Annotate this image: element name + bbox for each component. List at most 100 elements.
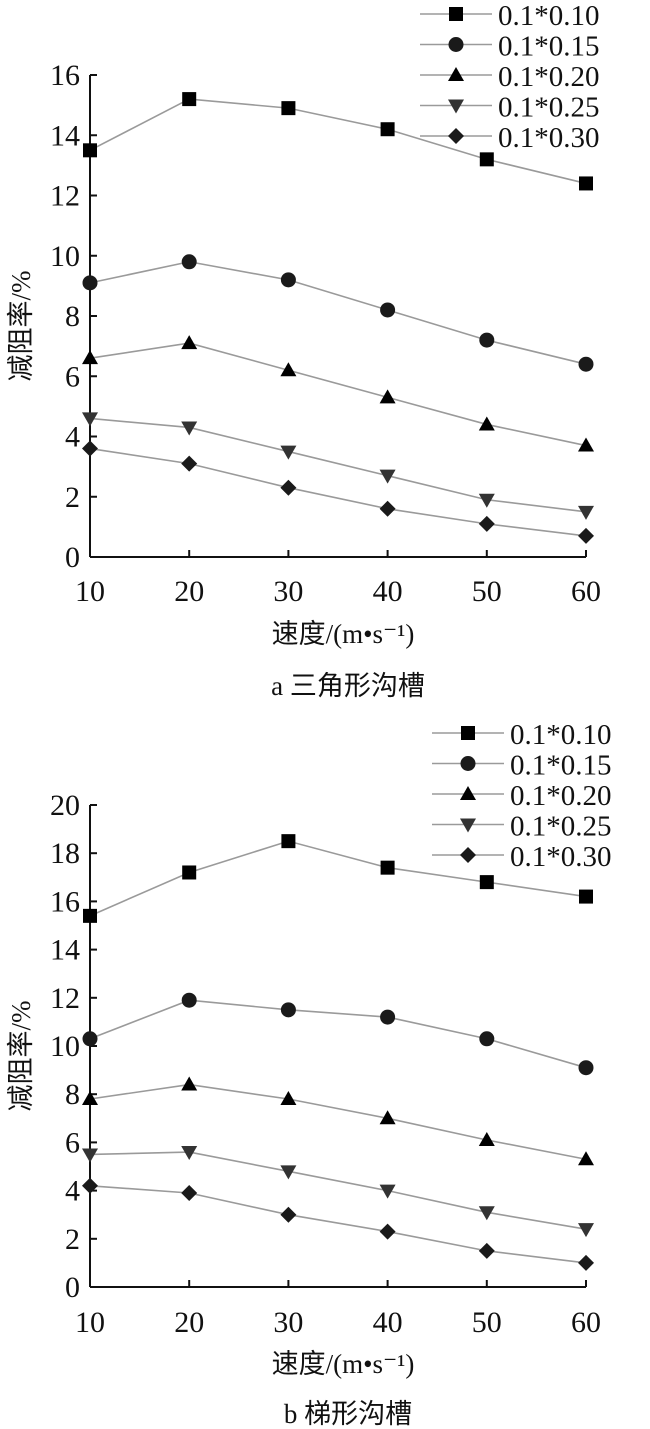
x-tick-label: 60	[571, 1306, 601, 1339]
series-0.1*0.15	[82, 992, 594, 1076]
y-axis-label: 减阻率/%	[6, 271, 36, 382]
y-tick-label: 14	[50, 119, 80, 152]
series-line	[89, 840, 587, 917]
data-point-triangle-down	[478, 1206, 495, 1221]
x-axis-label: 速度/(m•s⁻¹)	[272, 619, 415, 649]
data-point-triangle-up	[379, 1110, 396, 1125]
x-tick-label: 50	[472, 1306, 502, 1339]
x-tick-label: 30	[273, 575, 303, 608]
data-point-triangle-down	[379, 1184, 396, 1199]
chart-caption: a 三角形沟槽	[271, 671, 425, 701]
legend-item: 0.1*0.15	[432, 750, 612, 782]
y-tick-label: 2	[65, 1223, 80, 1256]
series-line	[89, 447, 587, 537]
chart-caption: b 梯形沟槽	[284, 1399, 412, 1429]
y-tick-label: 12	[50, 982, 80, 1015]
legend-label: 0.1*0.10	[498, 0, 600, 32]
data-point-triangle-up	[478, 1131, 495, 1146]
data-point-triangle-down	[181, 1146, 198, 1161]
data-point-circle	[181, 254, 197, 270]
x-tick-label: 50	[472, 575, 502, 608]
data-point-circle	[578, 356, 594, 372]
series-0.1*0.30	[82, 1177, 594, 1271]
legend-label: 0.1*0.30	[510, 841, 612, 873]
data-point-triangle-down	[280, 1165, 297, 1180]
data-point-square	[182, 92, 197, 107]
series-0.1*0.25	[82, 1146, 594, 1238]
data-point-diamond	[478, 1242, 495, 1259]
y-tick-label: 0	[65, 541, 80, 574]
data-point-circle	[181, 992, 197, 1008]
data-point-triangle-up	[280, 1091, 297, 1106]
data-point-square	[579, 889, 593, 904]
data-point-triangle-up	[578, 1151, 594, 1166]
x-tick-label: 10	[75, 1306, 105, 1339]
series-line	[89, 260, 587, 365]
chart-b: 0 2 4 6 8 10 12 14 16 18 20 10 20 30 40 50 60 速度/(m•s⁻¹) 减…	[6, 719, 612, 1429]
data-point-triangle-down	[181, 421, 198, 436]
legend-marker-triangle-up	[448, 67, 464, 81]
y-tick-label: 8	[65, 1078, 80, 1111]
x-tick-label: 20	[174, 1306, 204, 1339]
data-point-diamond	[578, 527, 594, 544]
x-tick-label: 40	[373, 575, 403, 608]
series-line	[89, 342, 587, 447]
data-point-circle	[280, 1002, 296, 1018]
data-point-diamond	[578, 1254, 594, 1271]
data-point-circle	[479, 332, 495, 348]
legend-marker-diamond	[460, 847, 476, 863]
series-line	[89, 1083, 587, 1161]
series-line	[89, 1184, 587, 1264]
data-point-circle	[578, 1060, 594, 1076]
legend-label: 0.1*0.10	[510, 719, 612, 751]
data-point-square	[479, 875, 494, 890]
data-point-triangle-down	[478, 493, 495, 508]
legend-marker-diamond	[448, 128, 464, 144]
legend-item: 0.1*0.20	[432, 780, 612, 812]
data-point-triangle-down	[379, 469, 396, 484]
legend-label: 0.1*0.25	[498, 92, 600, 124]
y-tick-label: 12	[50, 180, 80, 213]
x-tick-label: 60	[571, 575, 601, 608]
series-0.1*0.20	[82, 335, 594, 452]
data-point-square	[380, 122, 395, 137]
data-point-square	[83, 908, 97, 923]
legend-item: 0.1*0.15	[420, 31, 600, 63]
data-point-diamond	[82, 1177, 98, 1194]
series-0.1*0.10	[83, 834, 593, 923]
data-point-square	[281, 101, 296, 116]
series-0.1*0.15	[82, 254, 594, 372]
data-point-diamond	[280, 1206, 297, 1223]
y-axis-label: 减阻率/%	[6, 1001, 36, 1112]
y-tick-label: 6	[65, 1126, 80, 1159]
series-0.1*0.30	[82, 440, 594, 544]
data-point-square	[281, 834, 296, 849]
data-point-diamond	[379, 1223, 396, 1240]
legend-label: 0.1*0.20	[510, 780, 612, 812]
y-tick-label: 20	[50, 789, 80, 822]
x-tick-label: 10	[75, 575, 105, 608]
legend-item: 0.1*0.20	[420, 61, 600, 93]
y-tick-label: 0	[65, 1271, 80, 1304]
data-point-diamond	[280, 479, 297, 496]
data-point-circle	[479, 1031, 495, 1047]
legend-label: 0.1*0.15	[498, 31, 600, 63]
data-point-triangle-down	[280, 445, 297, 460]
series-0.1*0.25	[82, 412, 594, 520]
y-tick-label: 14	[50, 934, 80, 967]
data-point-triangle-down	[578, 505, 594, 520]
data-point-circle	[380, 1009, 396, 1025]
legend-label: 0.1*0.15	[510, 750, 612, 782]
data-point-triangle-down	[82, 1148, 98, 1163]
legend-label: 0.1*0.20	[498, 61, 600, 93]
data-point-square	[182, 865, 197, 880]
data-point-diamond	[181, 455, 198, 472]
legend-marker-square	[461, 726, 475, 740]
x-tick-label: 40	[373, 1306, 403, 1339]
legend-item: 0.1*0.10	[420, 0, 600, 32]
data-point-square	[380, 860, 395, 875]
data-point-triangle-down	[82, 412, 98, 427]
x-axis-label: 速度/(m•s⁻¹)	[272, 1349, 415, 1379]
legend-marker-triangle-down	[460, 818, 476, 833]
